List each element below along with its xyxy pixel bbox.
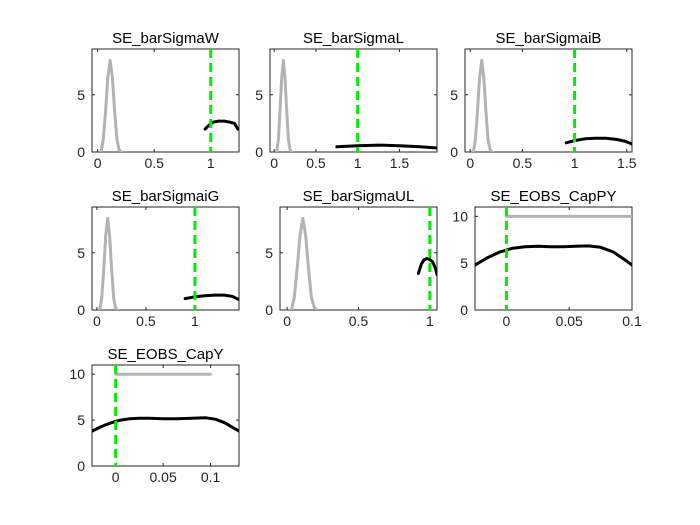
y-tick-label: 5 — [255, 87, 263, 103]
x-tick-label: 1 — [191, 313, 199, 329]
x-tick-label: 0.05 — [150, 469, 177, 485]
axes-box — [91, 48, 240, 153]
series-prior-line — [98, 216, 119, 310]
subplot-1: 0 0.5 1 0 5 SE_barSigmaW — [77, 30, 240, 171]
subplot-5: 0 0.5 1 0 5 SE_barSigmaUL — [265, 188, 438, 329]
series-posterior-line — [416, 257, 437, 276]
series-posterior-line — [564, 136, 632, 146]
subplot-title: SE_barSigmaiG — [112, 188, 220, 205]
x-tick-label: 0 — [112, 469, 120, 485]
subplot-title: SE_barSigmaUL — [303, 188, 415, 205]
subplot-6: 0 0.05 0.1 0 5 10 SE_EOBS_CapPY — [452, 188, 642, 329]
y-tick-label: 5 — [450, 87, 458, 103]
x-tick-label: 0 — [283, 313, 291, 329]
y-tick-label: 0 — [77, 302, 85, 318]
series-prior-line — [275, 58, 294, 152]
x-tick-label: 0 — [270, 155, 278, 171]
series-prior-line — [471, 58, 494, 152]
y-tick-label: 5 — [77, 412, 85, 428]
y-tick-label: 0 — [265, 302, 273, 318]
x-tick-label: 1 — [571, 155, 579, 171]
y-tick-label: 5 — [77, 87, 85, 103]
x-tick-label: 0.5 — [349, 313, 369, 329]
series-posterior-line — [183, 293, 239, 302]
axes-box — [269, 48, 438, 153]
plot-area — [92, 365, 239, 466]
x-tick-label: 1 — [207, 155, 215, 171]
y-tick-label: 0 — [450, 144, 458, 160]
subplot-title: SE_barSigmaiB — [496, 30, 602, 47]
subplot-title: SE_EOBS_CapY — [108, 346, 224, 363]
plot-area — [275, 49, 437, 152]
y-tick-label: 0 — [460, 302, 468, 318]
plot-area — [98, 207, 239, 310]
x-tick-label: 0.5 — [144, 155, 164, 171]
y-tick-label: 0 — [77, 144, 85, 160]
subplot-3: 0 0.5 1 1.5 0 5 SE_barSigmaiB — [450, 30, 637, 171]
x-tick-label: 0.5 — [513, 155, 533, 171]
x-tick-label: 0.5 — [136, 313, 156, 329]
y-tick-label: 0 — [255, 144, 263, 160]
plot-area — [471, 49, 632, 152]
x-tick-label: 0.5 — [306, 155, 326, 171]
x-tick-label: 1 — [426, 313, 434, 329]
axes-box — [91, 206, 240, 311]
plot-area — [289, 207, 437, 310]
series-prior-line — [99, 58, 123, 152]
x-tick-label: 0 — [93, 313, 101, 329]
axes-box — [91, 364, 240, 467]
y-tick-label: 5 — [77, 245, 85, 261]
subplot-title: SE_barSigmaL — [303, 30, 404, 47]
series-prior-line — [289, 216, 319, 310]
x-tick-label: 0 — [503, 313, 511, 329]
axes-box — [464, 48, 633, 153]
x-tick-label: 0.1 — [201, 469, 221, 485]
x-tick-label: 1 — [354, 155, 362, 171]
y-tick-label: 5 — [460, 255, 468, 271]
x-tick-label: 1.5 — [617, 155, 637, 171]
x-tick-label: 0.05 — [556, 313, 583, 329]
plot-area — [475, 207, 632, 310]
y-tick-label: 10 — [69, 366, 85, 382]
y-tick-label: 10 — [452, 208, 468, 224]
x-tick-label: 0.1 — [622, 313, 642, 329]
y-tick-label: 0 — [77, 458, 85, 474]
y-tick-label: 5 — [265, 245, 273, 261]
plot-area — [99, 49, 239, 152]
x-tick-label: 1.5 — [390, 155, 410, 171]
x-tick-label: 0 — [466, 155, 474, 171]
series-posterior-line — [92, 416, 239, 433]
subplot-title: SE_EOBS_CapPY — [491, 188, 617, 205]
subplot-4: 0 0.5 1 0 5 SE_barSigmaiG — [77, 188, 240, 329]
subplot-2: 0 0.5 1 1.5 0 5 SE_barSigmaL — [255, 30, 438, 171]
subplot-7: 0 0.05 0.1 0 5 10 SE_EOBS_CapY — [69, 346, 240, 485]
subplot-title: SE_barSigmaW — [112, 30, 220, 47]
axes-box — [474, 206, 633, 311]
x-tick-label: 0 — [94, 155, 102, 171]
series-posterior-line — [475, 244, 632, 267]
series-posterior-line — [335, 143, 437, 150]
